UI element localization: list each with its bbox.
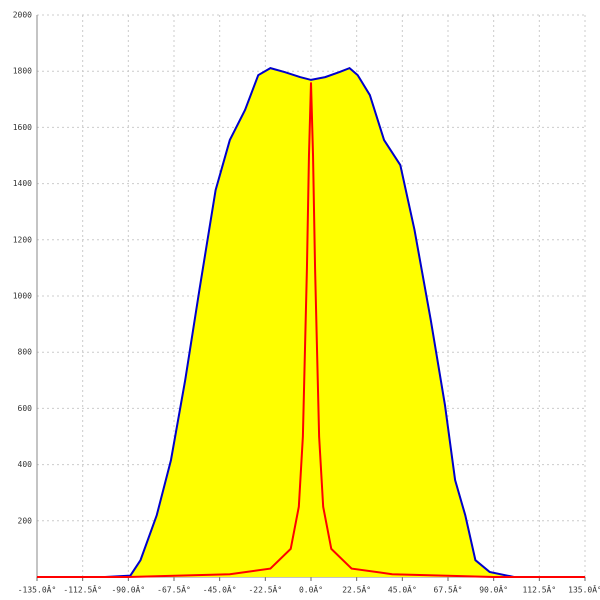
x-tick-label: 22.5Â° (342, 584, 371, 595)
y-tick-label: 600 (18, 404, 33, 413)
x-tick-label: 45.0Â° (388, 584, 417, 595)
y-tick-label: 1600 (13, 123, 32, 132)
y-tick-label: 400 (18, 460, 33, 469)
y-tick-label: 800 (18, 348, 33, 357)
y-tick-label: 1800 (13, 67, 32, 76)
x-tick-label: -112.5Â° (63, 584, 102, 595)
x-tick-label: 67.5Â° (434, 584, 463, 595)
x-tick-label: 135.0Â° (568, 584, 600, 595)
x-tick-label: -45.0Â° (203, 584, 237, 595)
x-tick-label: 112.5Â° (522, 584, 556, 595)
x-tick-label: -90.0Â° (111, 584, 145, 595)
x-tick-label: 90.0Â° (479, 584, 508, 595)
y-tick-label: 200 (18, 516, 33, 525)
area-fill (104, 68, 514, 577)
x-tick-label: -67.5Â° (157, 584, 191, 595)
x-tick-label: -135.0Â° (18, 584, 57, 595)
area-outline (104, 66, 515, 578)
y-tick-label: 1000 (13, 292, 32, 301)
y-tick-label: 2000 (13, 11, 32, 20)
x-tick-label: -22.5Â° (248, 584, 282, 595)
line (37, 82, 585, 578)
x-tick-label: 0.0Â° (299, 584, 323, 595)
y-tick-label: 1200 (13, 235, 32, 244)
y-tick-label: 1400 (13, 179, 32, 188)
